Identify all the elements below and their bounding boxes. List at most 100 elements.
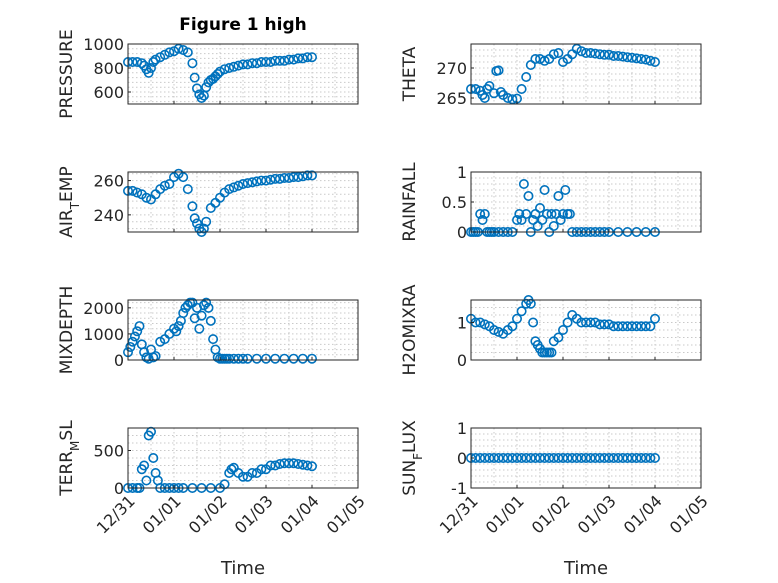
data-point	[534, 452, 545, 463]
data-point	[631, 321, 642, 332]
data-point	[260, 353, 271, 364]
data-point	[511, 452, 522, 463]
data-point	[288, 353, 299, 364]
axes-box	[127, 299, 359, 361]
y-axis-label: TERRMSL	[57, 420, 82, 497]
y-tick-label: 600	[93, 83, 124, 102]
data-point	[590, 317, 601, 328]
data-point	[132, 187, 143, 198]
data-point	[288, 172, 299, 183]
data-point	[238, 471, 249, 482]
data-point	[617, 321, 628, 332]
data-point	[132, 326, 143, 337]
data-point	[553, 191, 564, 202]
data-point	[613, 321, 624, 332]
y-tick-label: 1	[457, 419, 467, 438]
data-point	[576, 46, 587, 57]
data-point	[594, 452, 605, 463]
data-point	[603, 452, 614, 463]
x-axis-label-left: Time	[220, 558, 265, 579]
data-point	[502, 452, 513, 463]
data-point	[580, 452, 591, 463]
data-point	[203, 302, 214, 313]
y-tick-label: 800	[93, 59, 124, 78]
y-tick-label: 1000	[83, 35, 124, 54]
data-point	[260, 175, 271, 186]
subplot-terr_msl: 0 500 TERRMSL 12/31 01/01 01/02 01/03 01/04 01/0…	[57, 420, 369, 538]
data-point	[564, 209, 575, 220]
data-point	[270, 173, 281, 184]
data-point	[484, 81, 495, 92]
data-point	[182, 184, 193, 195]
data-point	[560, 185, 571, 196]
data-point	[626, 321, 637, 332]
data-point	[196, 93, 207, 104]
data-point	[557, 452, 568, 463]
data-point	[514, 209, 525, 220]
data-point	[201, 297, 212, 308]
data-point	[189, 72, 200, 83]
y-tick-label: 0	[457, 223, 467, 242]
y-axis-label: H2OMIXRA	[400, 284, 420, 375]
data-point	[493, 65, 504, 76]
data-point	[283, 458, 294, 469]
data-point	[148, 56, 159, 67]
data-point	[134, 321, 145, 332]
data-point	[479, 452, 490, 463]
subplot-theta: 265 270 THETA	[400, 43, 702, 108]
data-point	[640, 452, 651, 463]
data-point	[270, 55, 281, 66]
data-point	[488, 88, 499, 99]
data-point	[636, 53, 647, 64]
data-point	[279, 353, 290, 364]
y-axis-label: RAINFALL	[400, 162, 420, 242]
y-tick-label: 2000	[83, 299, 124, 318]
data-point	[302, 52, 313, 63]
data-point	[640, 321, 651, 332]
data-point	[233, 60, 244, 71]
data-point	[224, 353, 235, 364]
y-axis-label: PRESSURE	[57, 29, 77, 118]
data-point	[544, 452, 555, 463]
data-point	[247, 467, 258, 478]
data-point	[279, 55, 290, 66]
data-point	[293, 172, 304, 183]
data-point	[534, 53, 545, 64]
data-point	[557, 324, 568, 335]
data-point	[617, 51, 628, 62]
data-point	[228, 61, 239, 72]
data-point	[516, 84, 527, 95]
data-point	[608, 452, 619, 463]
data-point	[274, 55, 285, 66]
data-point	[585, 47, 596, 58]
data-point	[645, 55, 656, 66]
y-tick-label: 0.5	[442, 193, 467, 212]
data-point	[555, 215, 566, 226]
x-tick-label: 12/31	[93, 491, 139, 537]
data-point	[511, 313, 522, 324]
x-tick-label: 01/01	[482, 491, 528, 537]
data-point	[649, 452, 660, 463]
data-point	[631, 452, 642, 463]
data-point	[493, 452, 504, 463]
data-point	[265, 174, 276, 185]
data-point	[516, 306, 527, 317]
data-point	[488, 324, 499, 335]
data-point	[270, 460, 281, 471]
y-axis-label: THETA	[400, 46, 420, 102]
data-point	[256, 56, 267, 67]
data-point	[251, 58, 262, 69]
y-tick-label: 240	[93, 206, 124, 225]
y-tick-label: 0	[114, 479, 124, 498]
y-axis-label: AIRTEMP	[57, 166, 82, 237]
data-point	[256, 175, 267, 186]
data-point	[139, 460, 150, 471]
data-point	[178, 172, 189, 183]
data-point	[507, 94, 518, 105]
data-point	[626, 452, 637, 463]
data-point	[562, 317, 573, 328]
data-point	[530, 53, 541, 64]
data-point	[649, 313, 660, 324]
data-point	[164, 47, 175, 58]
x-tick-label: 01/02	[185, 491, 231, 537]
